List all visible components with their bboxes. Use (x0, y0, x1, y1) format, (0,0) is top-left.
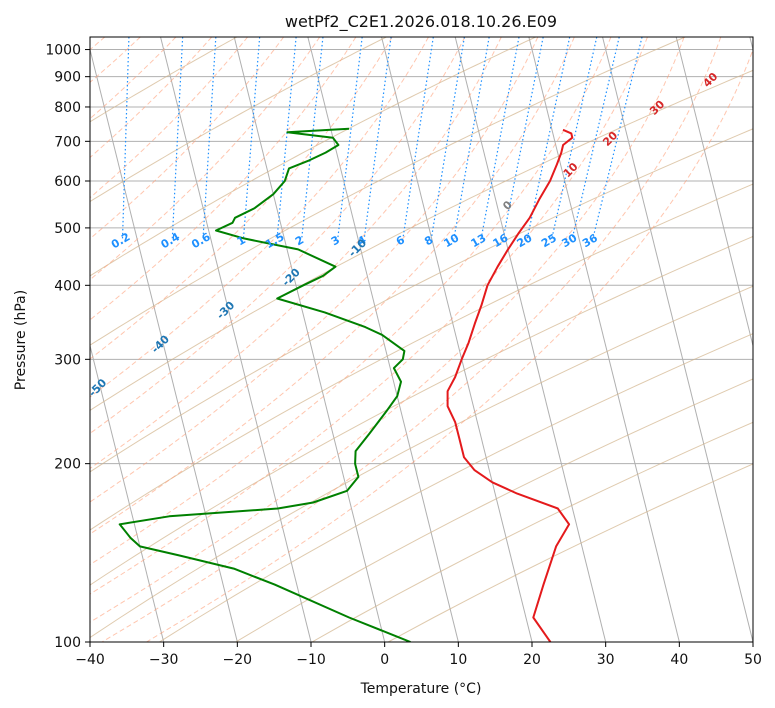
isotherm-line (90, 343, 165, 642)
x-tick-label: −30 (149, 652, 179, 668)
moist-adiabat (90, 37, 685, 623)
mixing-ratio-line (121, 37, 130, 239)
isotherm-line (454, 37, 607, 642)
x-tick-label: −20 (223, 652, 253, 668)
isotherm-line (233, 37, 386, 642)
x-axis-label: Temperature (°C) (360, 681, 482, 697)
isotherm-line (160, 37, 312, 642)
mixing-ratio-line (592, 37, 643, 239)
dry-adiabat (90, 37, 238, 123)
dewpoint-profile-line (118, 127, 411, 642)
y-tick-label: 100 (54, 635, 81, 651)
dry-adiabat (90, 285, 753, 639)
x-tick-label: 30 (597, 652, 615, 668)
y-tick-label: 300 (54, 352, 81, 368)
mixing-ratio-line (171, 37, 184, 239)
dry-adiabat (235, 378, 753, 642)
isotherm-line (381, 37, 533, 642)
y-tick-label: 800 (54, 100, 81, 116)
isotherm-line (90, 47, 238, 642)
mixing-ratio-line (571, 37, 620, 239)
background-lines (90, 37, 753, 642)
x-tick-label: 20 (523, 652, 541, 668)
mixing-ratio-line (242, 37, 261, 239)
moist-adiabat (90, 37, 357, 321)
y-tick-label: 700 (54, 134, 81, 150)
moist-adiabat (90, 37, 285, 240)
dry-adiabat (159, 333, 753, 642)
isotherm-line (675, 37, 753, 348)
dry-adiabat (90, 37, 536, 277)
dry-adiabat (90, 128, 753, 473)
moist-adiabat (90, 37, 502, 470)
y-tick-label: 1000 (45, 43, 81, 59)
dry-adiabat (90, 235, 753, 586)
mixing-ratio-line (202, 37, 217, 239)
mixing-ratio-line (337, 37, 363, 239)
y-tick-label: 600 (54, 174, 81, 190)
chart-title: wetPf2_C2E1.2026.018.10.26.E09 (285, 12, 557, 32)
x-tick-label: −40 (75, 652, 105, 668)
mixing-ratio-line (363, 37, 392, 239)
moist-adiabat (101, 37, 722, 642)
x-tick-label: 10 (449, 652, 467, 668)
y-tick-label: 200 (54, 457, 81, 473)
mixing-ratio-line (301, 37, 324, 239)
x-tick-label: −10 (296, 652, 326, 668)
x-tick-label: 0 (380, 652, 389, 668)
y-tick-label: 500 (54, 221, 81, 237)
plot-frame (89, 36, 754, 643)
axis-layer: −40 −30 −20 −10 0 10 20 30 40 50 100 200 300 400 500 60… (45, 43, 762, 668)
moist-adiabat (90, 37, 648, 595)
moist-adiabat (90, 37, 177, 120)
isotherm-line (602, 37, 753, 642)
x-tick-label: 40 (670, 652, 688, 668)
y-tick-label: 400 (54, 278, 81, 294)
dry-adiabat (90, 37, 387, 203)
moist-adiabat (90, 37, 429, 398)
moist-adiabat (90, 37, 321, 281)
isotherm-line (528, 37, 680, 642)
y-axis-label: Pressure (hPa) (13, 290, 29, 390)
mixing-ratio-line (276, 37, 297, 239)
moist-adiabat (90, 37, 466, 434)
moist-adiabat (90, 37, 575, 535)
dry-adiabat (90, 183, 753, 531)
dry-adiabat (90, 69, 753, 411)
y-tick-label: 900 (54, 70, 81, 86)
dry-adiabat (90, 37, 686, 346)
moist-adiabat (90, 37, 213, 159)
moist-adiabat (90, 37, 248, 199)
series-layer (118, 127, 574, 642)
temperature-profile-line (446, 128, 574, 642)
moist-adiabat (90, 37, 612, 566)
x-tick-label: 50 (744, 652, 762, 668)
